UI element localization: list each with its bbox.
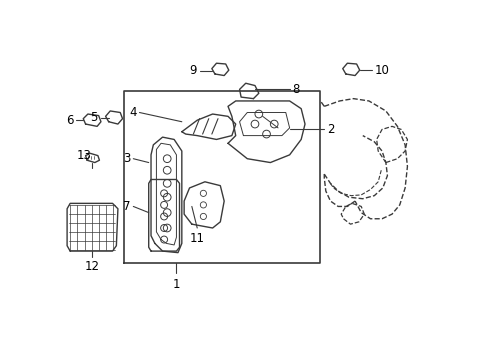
Text: 6: 6 xyxy=(66,114,74,127)
Text: 12: 12 xyxy=(84,260,99,273)
Text: 2: 2 xyxy=(327,123,335,136)
Text: 10: 10 xyxy=(375,64,390,77)
Text: 13: 13 xyxy=(76,149,92,162)
Text: 1: 1 xyxy=(172,278,180,291)
Text: 5: 5 xyxy=(91,111,98,125)
Text: 4: 4 xyxy=(129,106,136,119)
Text: 8: 8 xyxy=(292,83,299,96)
Text: 11: 11 xyxy=(190,232,205,245)
Text: 7: 7 xyxy=(122,200,130,213)
Text: 9: 9 xyxy=(189,64,196,77)
Text: 3: 3 xyxy=(123,152,130,165)
